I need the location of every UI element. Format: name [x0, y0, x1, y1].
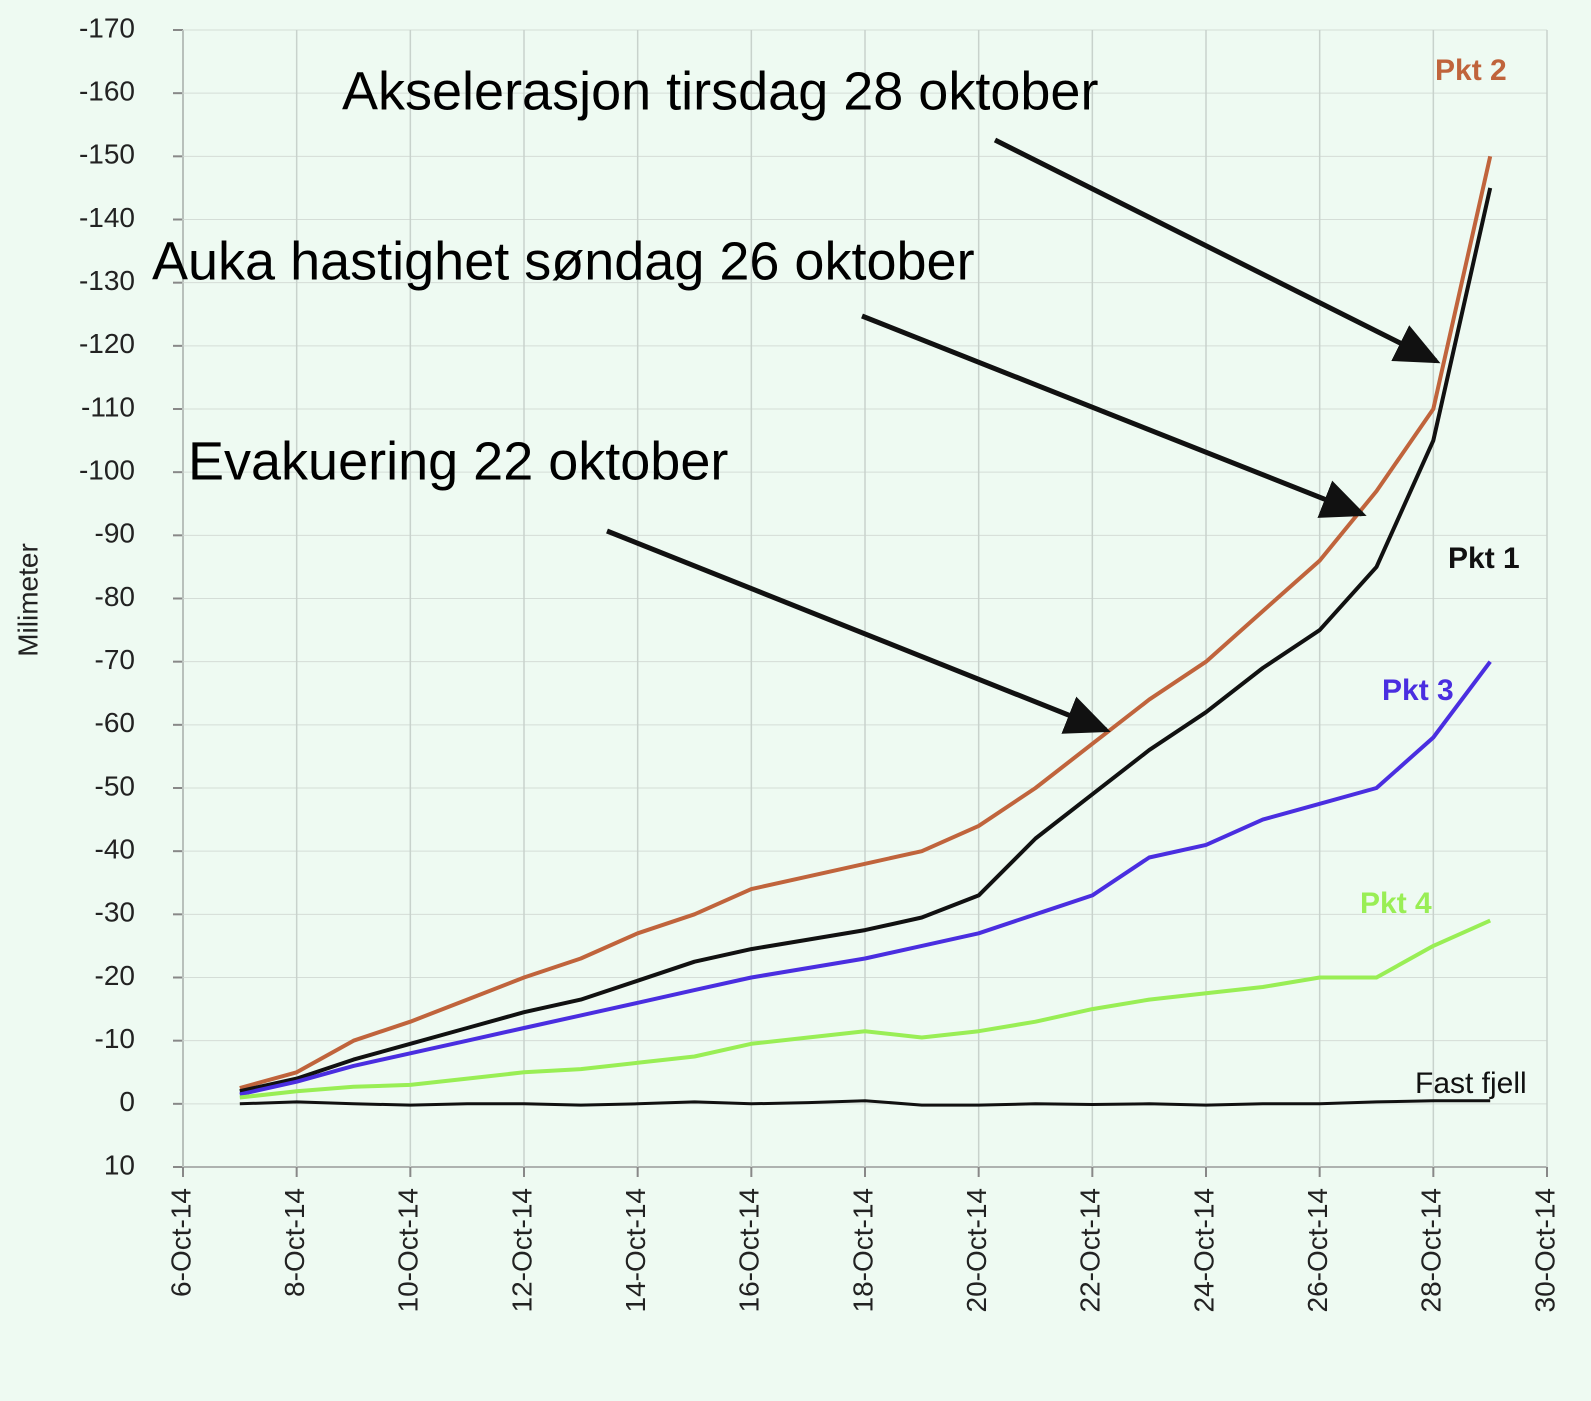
y-tick-label: -130	[79, 265, 135, 296]
x-tick-label: 24-Oct-14	[1188, 1188, 1219, 1313]
y-tick-label: -50	[95, 770, 135, 801]
series-line	[239, 187, 1493, 1094]
y-tick-label: -110	[81, 391, 135, 422]
y-tick-label: -90	[95, 518, 135, 549]
x-tick-label: 12-Oct-14	[506, 1188, 537, 1313]
x-tick-label: 30-Oct-14	[1529, 1188, 1560, 1313]
x-tick-label: 18-Oct-14	[847, 1188, 878, 1313]
x-tick-label: 8-Oct-14	[279, 1188, 310, 1297]
y-tick-label: -160	[79, 76, 135, 107]
annotation: Evakuering 22 oktober	[188, 431, 728, 491]
series-label: Fast fjell	[1415, 1067, 1527, 1100]
series-line	[239, 155, 1493, 1090]
plot: 10 0 -10 -20 -30 -40 -50 -60 -70 -80 -90 -100 -110 -1…	[79, 12, 1560, 1312]
x-tick-label: 14-Oct-14	[620, 1188, 651, 1313]
x-tick-label: 20-Oct-14	[961, 1188, 992, 1313]
y-tick-label: -140	[79, 202, 135, 233]
y-tick-label: -100	[79, 455, 135, 486]
series-label: Pkt 4	[1360, 887, 1432, 920]
y-axis-label: Milimeter	[12, 543, 43, 657]
series-label: Pkt 3	[1382, 674, 1454, 707]
y-tick-label: 10	[104, 1149, 135, 1180]
x-tick-label: 22-Oct-14	[1075, 1188, 1106, 1313]
y-tick-label: -30	[95, 897, 135, 928]
y-tick-label: -10	[95, 1023, 135, 1054]
x-tick-label: 16-Oct-14	[734, 1188, 765, 1313]
y-tick-label: 0	[119, 1086, 135, 1117]
annotation: Akselerasjon tirsdag 28 oktober	[342, 61, 1098, 121]
y-tick-label: -80	[95, 581, 135, 612]
x-tick-label: 28-Oct-14	[1416, 1188, 1447, 1313]
series-line	[239, 1099, 1491, 1107]
series-label: Pkt 2	[1435, 54, 1507, 87]
y-tick-label: -170	[79, 12, 135, 43]
arrow	[993, 137, 1441, 364]
series-line	[239, 660, 1492, 1097]
y-tick-label: -70	[95, 644, 135, 675]
series-line	[239, 918, 1492, 1100]
y-tick-label: -40	[95, 834, 135, 865]
annotation: Auka hastighet søndag 26 oktober	[152, 231, 975, 291]
y-tick-label: -120	[79, 328, 135, 359]
y-tick-label: -60	[95, 707, 135, 738]
series-label: Pkt 1	[1448, 542, 1520, 575]
x-tick-label: 6-Oct-14	[165, 1188, 196, 1297]
y-tick-label: -20	[95, 960, 135, 991]
x-tick-label: 26-Oct-14	[1302, 1188, 1333, 1313]
x-tick-label: 10-Oct-14	[393, 1188, 424, 1313]
arrow	[861, 313, 1367, 518]
arrow	[606, 528, 1111, 734]
y-tick-label: -150	[79, 139, 135, 170]
